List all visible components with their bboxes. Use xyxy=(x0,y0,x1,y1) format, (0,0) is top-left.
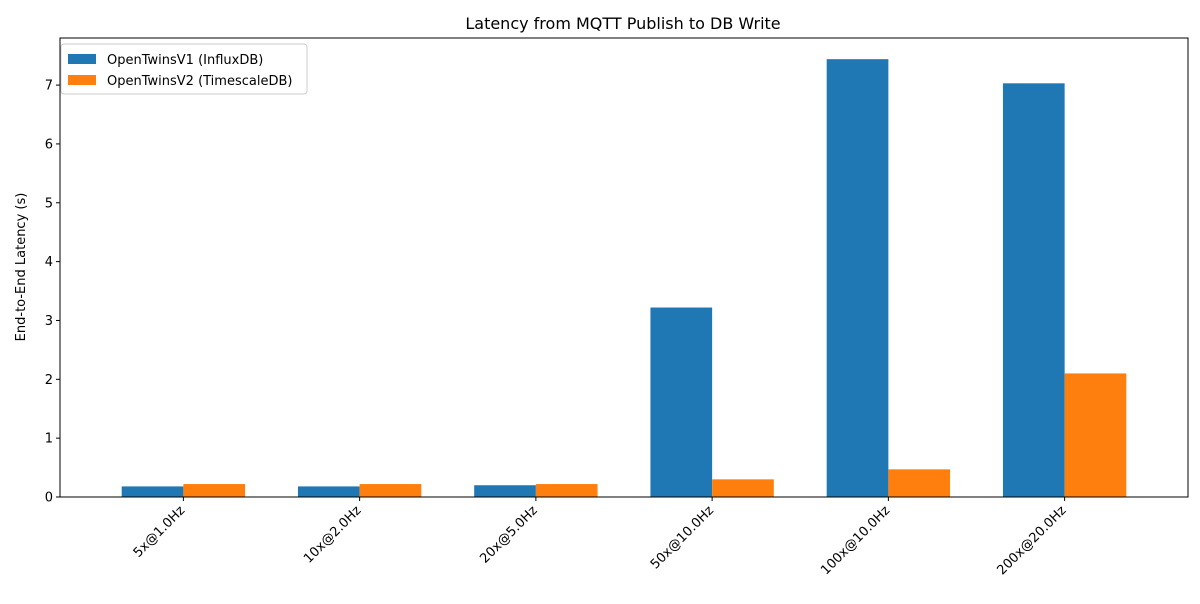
chart-title: Latency from MQTT Publish to DB Write xyxy=(465,14,780,33)
bar-series-2-50x-10-0hz xyxy=(712,479,774,497)
bar-series-2-200x-20-0hz xyxy=(1064,373,1127,497)
bars-layer xyxy=(121,59,1127,498)
bar-series-2-10x-2-0hz xyxy=(359,484,422,497)
y-tick-label: 3 xyxy=(45,314,53,329)
legend-swatch xyxy=(68,54,96,64)
legend-swatch xyxy=(68,75,96,85)
y-tick-label: 5 xyxy=(45,196,53,211)
plot-frame xyxy=(59,37,1189,498)
y-tick-label: 1 xyxy=(45,432,53,447)
bar-series-1-50x-10-0hz xyxy=(650,307,713,497)
bar-series-1-200x-20-0hz xyxy=(1002,83,1065,497)
bar-series-2-100x-10-0hz xyxy=(888,469,951,497)
y-tick-label: 7 xyxy=(45,79,53,94)
y-axis-label: End-to-End Latency (s) xyxy=(14,193,29,342)
bar-series-1-100x-10-0hz xyxy=(826,59,889,498)
y-tick-label: 0 xyxy=(45,491,53,506)
bar-series-2-20x-5-0hz xyxy=(535,484,598,497)
bar-series-1-10x-2-0hz xyxy=(297,486,360,497)
legend-label: OpenTwinsV2 (TimescaleDB) xyxy=(107,74,292,89)
legend-box xyxy=(60,43,308,95)
legend: OpenTwinsV1 (InfluxDB) OpenTwinsV2 (Times… xyxy=(60,43,308,95)
bar-series-1-5x-1-0hz xyxy=(121,486,184,497)
bar-series-1-20x-5-0hz xyxy=(474,485,536,497)
y-tick-label: 2 xyxy=(45,373,53,388)
bar-series-2-5x-1-0hz xyxy=(183,484,246,497)
y-tick-label: 6 xyxy=(45,137,53,152)
legend-label: OpenTwinsV1 (InfluxDB) xyxy=(107,53,263,68)
y-tick-label: 4 xyxy=(45,255,53,270)
